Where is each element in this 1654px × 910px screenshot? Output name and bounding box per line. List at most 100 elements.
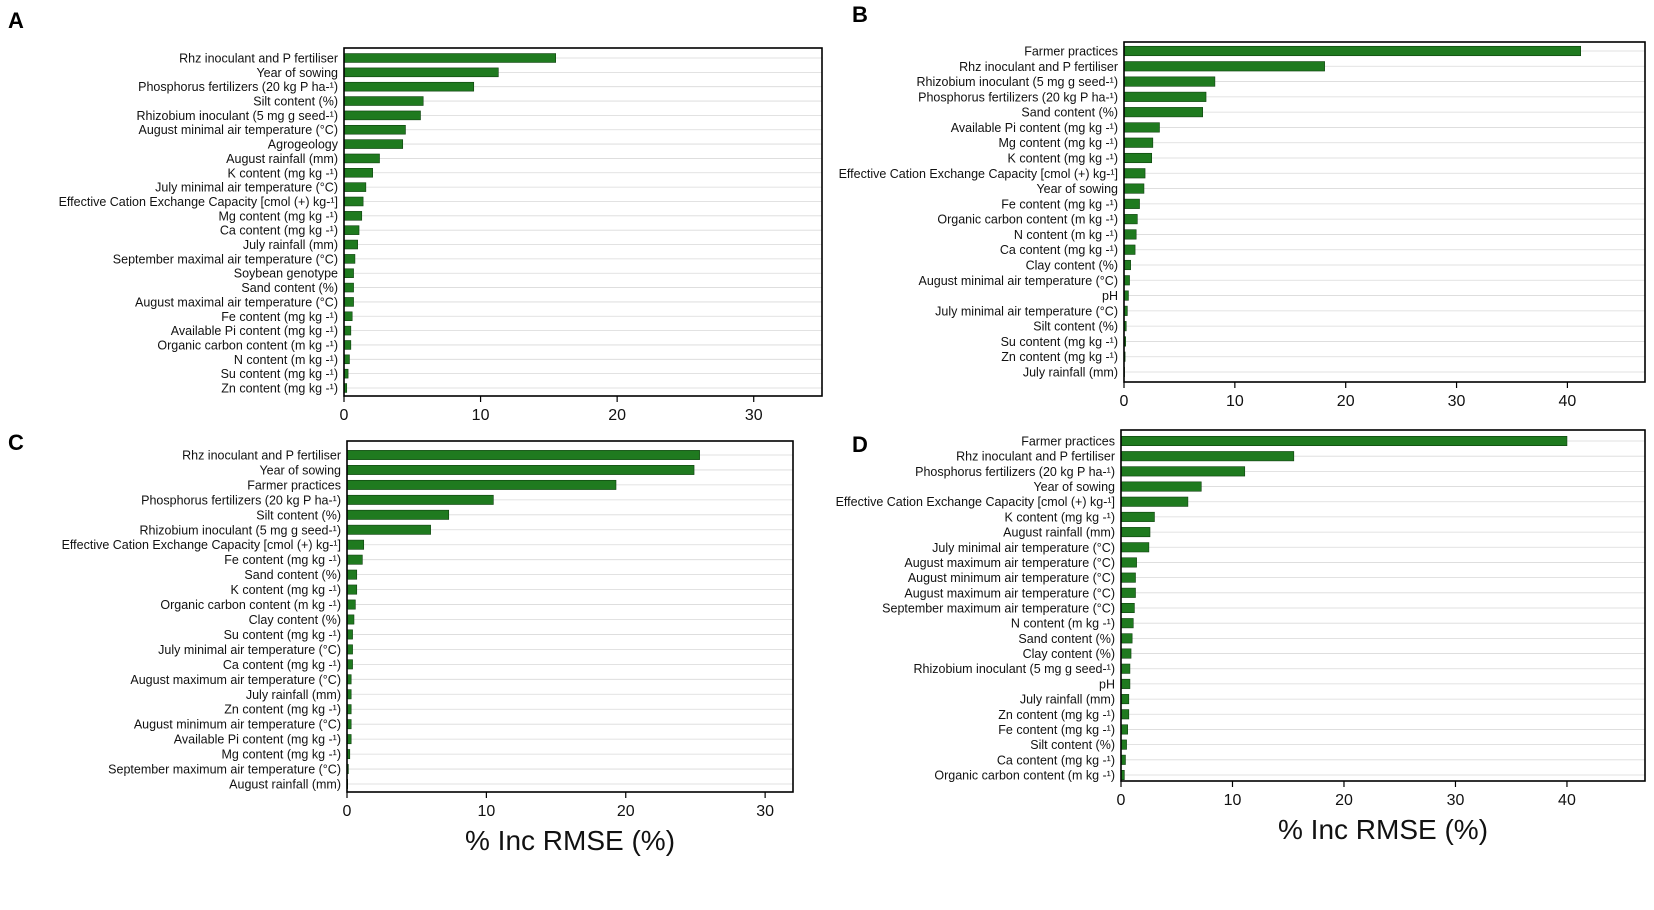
- bar-a-11: [343, 211, 363, 221]
- bar-c-10: [346, 599, 356, 610]
- plot-frame: [1120, 429, 1646, 782]
- category-label: August minimum air temperature (°C): [908, 571, 1115, 585]
- bar-b-1: [1123, 61, 1325, 72]
- bar-a-9: [343, 182, 367, 192]
- bar-a-13: [343, 239, 358, 250]
- x-tick-label: 0: [1120, 393, 1129, 410]
- category-label: Phosphorus fertilizers (20 kg P ha-¹): [915, 465, 1115, 479]
- category-label: Fe content (mg kg -¹): [998, 723, 1115, 737]
- category-label: Available Pi content (mg kg -¹): [174, 733, 341, 747]
- bar-a-0: [343, 53, 556, 63]
- category-label: August rainfall (mm): [229, 778, 341, 792]
- category-label: August maximum air temperature (°C): [904, 586, 1115, 600]
- x-tick-label: 10: [472, 407, 490, 424]
- category-label: Ca content (mg kg -¹): [220, 224, 338, 238]
- category-label: August rainfall (mm): [226, 152, 338, 166]
- category-label: Su content (mg kg -¹): [221, 367, 338, 381]
- category-label: Farmer practices: [247, 478, 341, 492]
- bar-d-6: [1120, 527, 1151, 538]
- category-label: August maximal air temperature (°C): [135, 295, 338, 309]
- x-tick-label: 30: [1448, 393, 1466, 410]
- bar-c-0: [346, 450, 700, 460]
- bar-d-18: [1120, 709, 1130, 720]
- category-label: Rhizobium inoculant (5 mg g seed-¹): [137, 109, 338, 123]
- category-label: Phosphorus fertilizers (20 kg P ha-¹): [138, 80, 338, 94]
- category-label: September maximum air temperature (°C): [882, 602, 1115, 616]
- category-label: Sand content (%): [241, 281, 338, 295]
- bar-b-9: [1123, 183, 1145, 194]
- category-label: Soybean genotype: [234, 267, 338, 281]
- x-tick-label: 20: [1335, 792, 1353, 809]
- x-tick-label: 10: [1224, 792, 1242, 809]
- x-tick-label: 20: [617, 803, 635, 820]
- category-label: August minimal air temperature (°C): [918, 274, 1118, 288]
- bar-d-7: [1120, 542, 1150, 553]
- category-label: Organic carbon content (m kg -¹): [937, 213, 1118, 227]
- bar-c-14: [346, 659, 353, 670]
- category-label: Ca content (mg kg -¹): [997, 753, 1115, 767]
- bar-d-16: [1120, 678, 1131, 689]
- category-label: Clay content (%): [249, 613, 341, 627]
- category-label: Organic carbon content (m kg -¹): [157, 338, 338, 352]
- category-label: Rhizobium inoculant (5 mg g seed-¹): [140, 523, 341, 537]
- bar-b-2: [1123, 76, 1216, 87]
- category-label: Su content (mg kg -¹): [1001, 335, 1118, 349]
- category-label: July minimal air temperature (°C): [932, 541, 1115, 555]
- category-label: Silt content (%): [1033, 320, 1118, 334]
- x-tick-label: 30: [745, 407, 763, 424]
- x-tick-label: 40: [1558, 792, 1576, 809]
- category-label: Zn content (mg kg -¹): [998, 708, 1115, 722]
- category-label: Fe content (mg kg -¹): [1001, 197, 1118, 211]
- plot-frame: [346, 440, 794, 793]
- bar-d-3: [1120, 481, 1202, 492]
- category-label: Zn content (mg kg -¹): [1001, 350, 1118, 364]
- category-label: pH: [1099, 677, 1115, 691]
- category-label: Available Pi content (mg kg -¹): [171, 324, 338, 338]
- bar-d-2: [1120, 466, 1246, 477]
- x-tick-label: 0: [340, 407, 349, 424]
- bar-d-19: [1120, 724, 1128, 735]
- bar-d-10: [1120, 587, 1136, 598]
- bar-a-6: [343, 139, 404, 149]
- category-label: Clay content (%): [1026, 259, 1118, 273]
- bar-a-21: [343, 354, 350, 365]
- bar-b-4: [1123, 107, 1204, 118]
- bar-c-5: [346, 524, 431, 535]
- category-label: Year of sowing: [256, 66, 338, 80]
- bar-a-1: [343, 67, 499, 78]
- category-label: Rhz inoculant and P fertiliser: [956, 450, 1115, 464]
- panel-letter-d: D: [852, 432, 868, 457]
- category-label: Available Pi content (mg kg -¹): [951, 121, 1118, 135]
- bar-c-1: [346, 465, 695, 475]
- bar-c-2: [346, 479, 617, 490]
- plot-frame: [1123, 41, 1646, 383]
- category-label: Mg content (mg kg -¹): [999, 136, 1118, 150]
- bar-b-14: [1123, 259, 1131, 271]
- bar-b-7: [1123, 152, 1153, 164]
- category-label: Effective Cation Exchange Capacity [cmol…: [839, 167, 1118, 181]
- category-label: July rainfall (mm): [1023, 366, 1118, 380]
- x-tick-label: 30: [756, 803, 774, 820]
- bar-c-9: [346, 584, 358, 595]
- category-label: Effective Cation Exchange Capacity [cmol…: [836, 495, 1115, 509]
- category-label: Organic carbon content (m kg -¹): [934, 769, 1115, 783]
- x-tick-label: 30: [1447, 792, 1465, 809]
- bar-c-4: [346, 509, 450, 520]
- category-label: Effective Cation Exchange Capacity [cmol…: [62, 538, 341, 552]
- bar-b-6: [1123, 137, 1154, 148]
- plot-frame: [343, 47, 823, 397]
- bar-d-9: [1120, 572, 1136, 583]
- bar-b-0: [1123, 45, 1582, 57]
- category-label: Sand content (%): [1021, 106, 1118, 120]
- category-label: August rainfall (mm): [1003, 526, 1115, 540]
- bar-d-14: [1120, 648, 1132, 659]
- bar-c-7: [346, 554, 363, 565]
- bar-a-7: [343, 153, 380, 164]
- bar-b-5: [1123, 122, 1160, 133]
- bar-c-8: [346, 569, 358, 580]
- bar-d-11: [1120, 602, 1135, 614]
- bar-a-20: [343, 340, 352, 350]
